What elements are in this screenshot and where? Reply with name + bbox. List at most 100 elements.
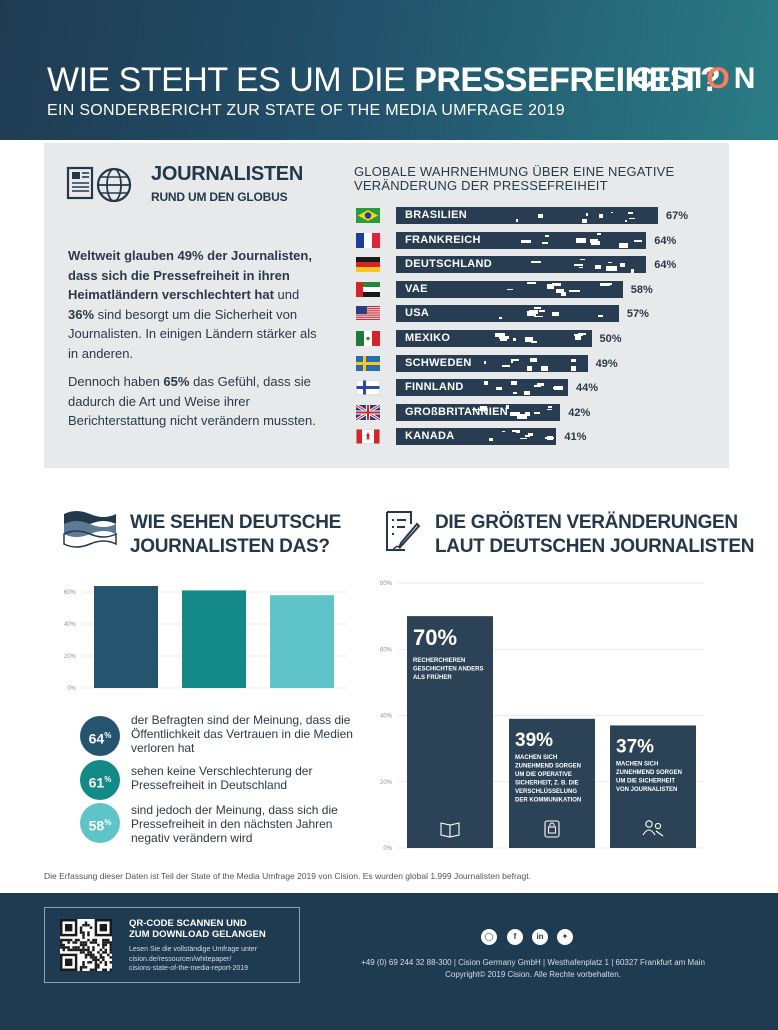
qr-module xyxy=(94,938,98,942)
bar-texture xyxy=(538,213,544,218)
qr-module xyxy=(82,943,85,947)
qr-module xyxy=(87,951,90,954)
bar-texture xyxy=(548,405,553,409)
linkedin-icon[interactable]: in xyxy=(532,929,548,945)
qr-module xyxy=(97,958,100,962)
qr-module xyxy=(89,968,93,971)
country-label: GROßBRITANNIEN xyxy=(405,405,508,418)
bar-texture xyxy=(527,366,533,371)
book-icon xyxy=(440,822,460,838)
qr-module xyxy=(99,948,103,952)
qr-module xyxy=(94,966,98,969)
qr-module xyxy=(74,948,78,952)
change-bar-caption: ZUNEHMEND SORGEN xyxy=(616,770,682,776)
qr-module xyxy=(82,948,85,952)
instagram-icon[interactable]: ◯ xyxy=(481,929,497,945)
qr-module xyxy=(104,938,108,942)
bar-texture xyxy=(512,429,520,432)
country-percent: 41% xyxy=(564,431,587,444)
qr-module xyxy=(69,948,73,952)
qr-module xyxy=(102,943,105,947)
country-label: BRASILIEN xyxy=(405,209,467,221)
qr-module xyxy=(99,956,103,959)
country-bar: KANADA xyxy=(396,428,557,446)
page-subtitle: EIN SONDERBERICHT ZUR STATE OF THE MEDIA… xyxy=(47,102,565,119)
bar-texture xyxy=(545,437,554,440)
bar-texture xyxy=(610,211,613,214)
bar-texture xyxy=(569,289,580,293)
qr-module xyxy=(89,956,93,959)
bar-texture xyxy=(525,336,533,342)
lock-icon xyxy=(544,820,560,838)
qr-module xyxy=(107,953,110,957)
qr-module xyxy=(64,946,68,949)
qr-module xyxy=(60,941,63,944)
bar-texture xyxy=(530,357,538,363)
bar-texture xyxy=(524,435,531,437)
change-bar-caption: VON JOURNALISTEN xyxy=(616,787,677,793)
qr-module xyxy=(79,943,83,947)
facebook-icon[interactable]: f xyxy=(507,929,523,945)
qr-desc-link2[interactable]: cisions-state-of-the-media-report-2019 xyxy=(129,965,249,972)
bar-texture xyxy=(499,316,503,319)
qr-module xyxy=(102,968,105,971)
twitter-icon[interactable]: ✦ xyxy=(557,929,573,945)
country-bar: DEUTSCHLAND xyxy=(396,256,647,274)
country-flag-icon xyxy=(356,281,380,297)
bar-texture xyxy=(523,391,530,395)
country-flag-icon xyxy=(356,257,380,273)
stat-percent-sign: % xyxy=(104,731,112,740)
bar-texture xyxy=(527,282,537,285)
germany-bar-chart: 0% 20% 40% 60% xyxy=(64,586,346,692)
country-label: VAE xyxy=(405,282,428,295)
stat-percent-sign: % xyxy=(104,775,112,784)
bar-texture xyxy=(574,335,582,341)
qr-module xyxy=(92,953,95,957)
cision-logo: CISION xyxy=(632,62,759,96)
p1-bold-c: 36% xyxy=(68,306,95,322)
bar-texture xyxy=(571,359,576,363)
bar-texture xyxy=(483,381,489,385)
qr-code[interactable] xyxy=(60,919,112,971)
bar-texture xyxy=(506,288,514,291)
qr-desc-link1[interactable]: cision.de/ressourcen/whitepaper/ xyxy=(129,955,232,963)
qr-module xyxy=(92,948,95,952)
bar-texture xyxy=(534,385,542,387)
qr-module xyxy=(82,936,85,939)
qr-finder-core xyxy=(99,923,108,932)
qr-module xyxy=(82,946,85,949)
country-bar: FINNLAND xyxy=(396,379,569,397)
bar-texture xyxy=(624,219,628,222)
qr-module xyxy=(74,946,78,949)
p1-text-d: sind besorgt um die Sicherheit von Journ… xyxy=(68,306,317,361)
country-bar: GROßBRITANNIEN xyxy=(396,403,561,421)
bar-texture xyxy=(524,412,531,416)
qr-module xyxy=(99,953,103,957)
qr-module xyxy=(89,941,93,944)
global-chart-title: GLOBALE WAHRNEHMUNG ÜBER EINE NEGATIVE V… xyxy=(354,164,675,193)
qr-download-box[interactable]: QR-CODE SCANNEN UND ZUM DOWNLOAD GELANGE… xyxy=(44,907,300,983)
qr-module xyxy=(104,961,108,964)
bar-texture xyxy=(574,263,584,267)
bar-texture xyxy=(547,408,553,410)
bar-texture xyxy=(502,365,511,368)
qr-module xyxy=(62,948,65,952)
qr-module xyxy=(82,966,85,969)
qr-module xyxy=(79,941,83,944)
bar-texture xyxy=(472,408,483,411)
qr-module xyxy=(104,948,108,952)
bar-texture xyxy=(534,315,543,317)
bar-texture xyxy=(597,233,602,235)
bar-texture xyxy=(607,261,613,264)
panel-subheading: RUND UM DEN GLOBUS xyxy=(151,190,288,204)
copyright-line: Copyright© 2019 Cision. Alle Rechte vorb… xyxy=(445,970,621,979)
stat-number: 64 xyxy=(88,730,105,747)
qr-module xyxy=(97,943,100,947)
change-bar-caption: UM DIE OPERATIVE xyxy=(515,772,572,778)
p1-text-b: und xyxy=(273,287,300,302)
bar-texture xyxy=(531,340,538,344)
country-label: FRANKREICH xyxy=(405,233,481,246)
qr-module xyxy=(74,938,78,942)
qr-module xyxy=(84,966,88,969)
qr-module xyxy=(72,948,75,952)
